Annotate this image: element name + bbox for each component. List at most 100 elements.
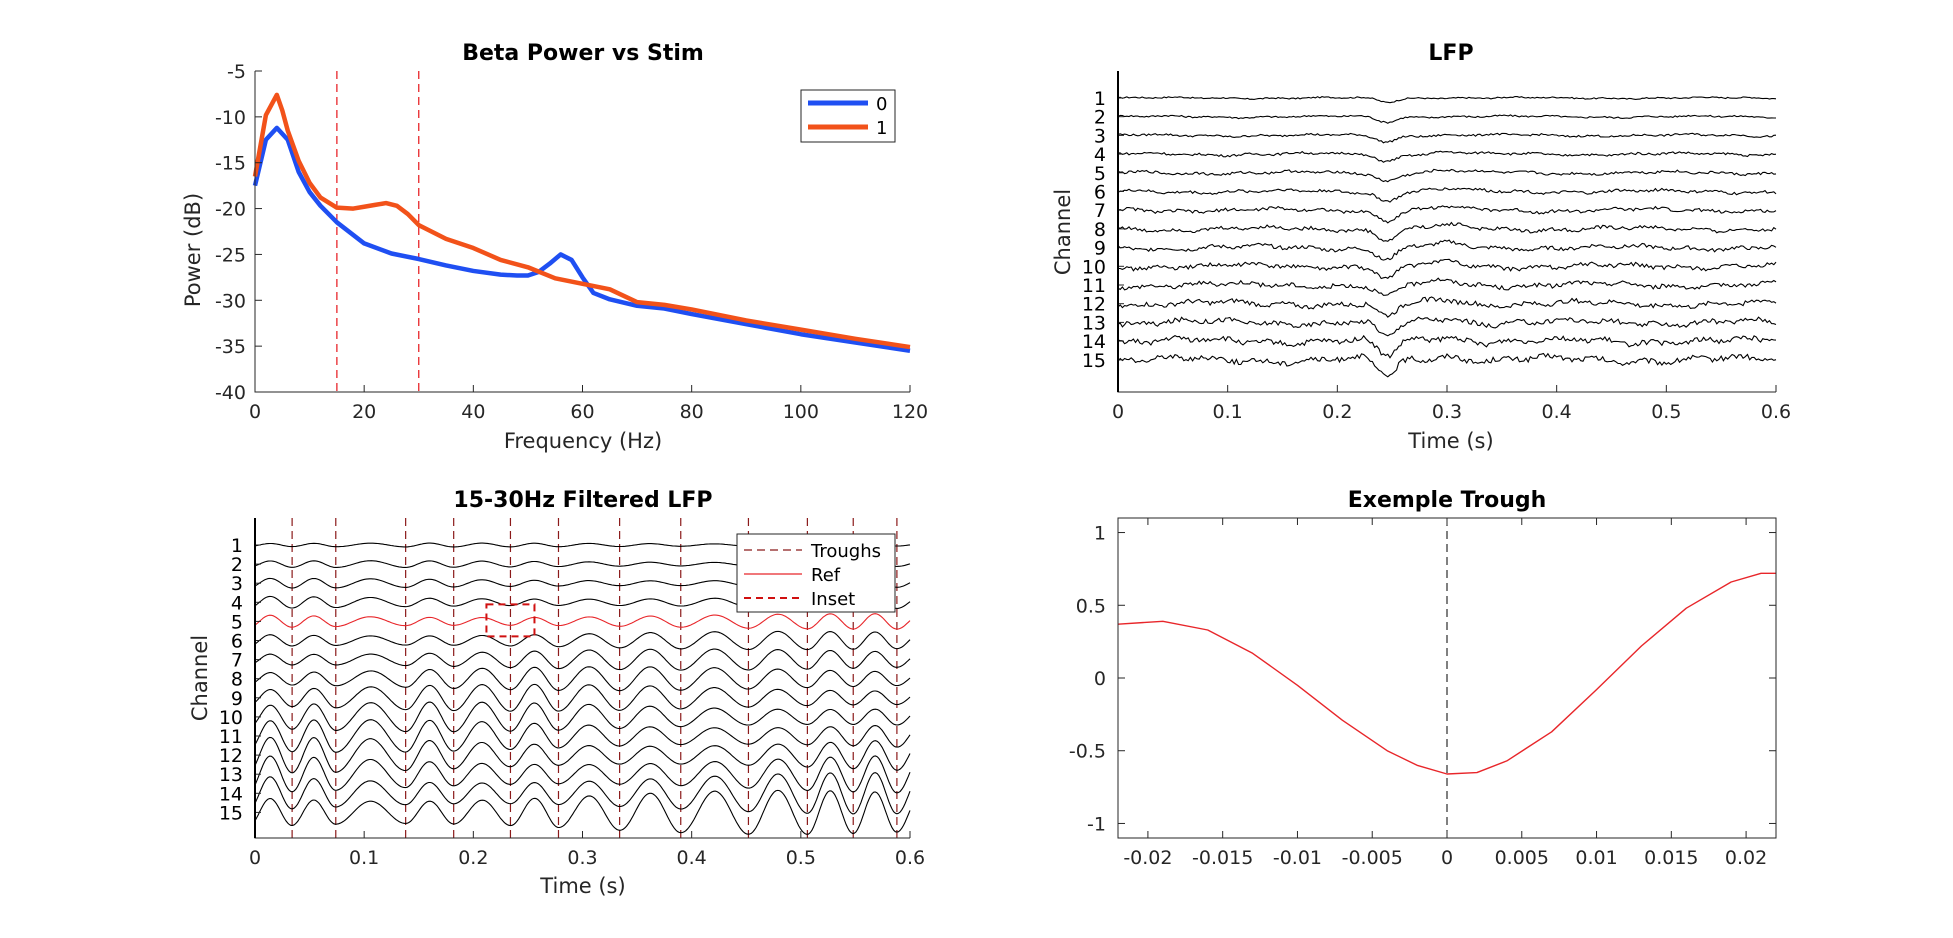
trough-xtick-label: 0.01 (1575, 847, 1617, 869)
trough-title: Exemple Trough (1348, 488, 1547, 513)
ref-trace (254, 613, 911, 630)
filtered-channel-label: 4 (231, 592, 243, 614)
filtered-channel-label: 1 (231, 535, 243, 557)
lfp-trace-14 (1117, 334, 1777, 359)
filtered-channel-label: 5 (231, 611, 243, 633)
lfp-traces (1117, 95, 1777, 378)
lfp-trace-7 (1117, 205, 1777, 224)
filtered-trace-15 (254, 789, 911, 835)
lfp-title: LFP (1428, 41, 1473, 66)
psd-ytick-label: -25 (215, 244, 246, 266)
lfp-channel-label: 8 (1094, 219, 1106, 241)
inset-box (485, 603, 536, 638)
psd-ytick-label: -30 (215, 290, 246, 312)
psd-legend-box (800, 89, 896, 143)
lfp-trace-1 (1117, 95, 1777, 104)
lfp-channel-label: 9 (1094, 238, 1106, 260)
lfp-channel-label: 7 (1094, 200, 1106, 222)
filtered-trace-8 (254, 666, 911, 692)
psd-xtick-label: 80 (680, 401, 704, 423)
psd-xlabel: Frequency (Hz) (504, 429, 662, 453)
trough-xtick-label: 0.02 (1725, 847, 1767, 869)
lfp-panel: LFP Time (s) Channel 1234567891011121314… (1051, 41, 1791, 453)
lfp-channel-label: 5 (1094, 163, 1106, 185)
trough-waveform (1117, 572, 1776, 775)
psd-legend: 0 1 (800, 89, 896, 143)
lfp-trace-4 (1118, 150, 1777, 163)
lfp-channel-label: 6 (1094, 182, 1106, 204)
trough-ytick-label: 0 (1094, 668, 1106, 690)
psd-yticks: -40 -35 -30 -25 -20 -15 -10 -5 (215, 61, 262, 404)
psd-ytick-label: -20 (215, 199, 246, 221)
trough-ytick-label: -0.5 (1069, 741, 1106, 763)
trough-xtick-label: 0.015 (1644, 847, 1698, 869)
lfp-trace-6 (1117, 187, 1777, 203)
legend-ref-label: Ref (811, 565, 841, 586)
filtered-trace-14 (254, 772, 911, 815)
lfp-ylabel: Channel (1051, 189, 1075, 275)
lfp-xtick-label: 0 (1112, 401, 1124, 423)
lfp-xtick-label: 0.2 (1322, 401, 1352, 423)
filtered-ylabel: Channel (188, 635, 212, 721)
filtered-channel-label: 13 (219, 764, 243, 786)
lfp-trace-2 (1117, 114, 1776, 124)
filtered-trace-13 (254, 755, 911, 794)
trough-xticks: -0.02 -0.015 -0.01 -0.005 0 0.005 0.01 0.015 0.0… (1123, 518, 1767, 869)
lfp-channel-label: 4 (1094, 144, 1106, 166)
psd-xtick-label: 60 (570, 401, 594, 423)
psd-title: Beta Power vs Stim (462, 41, 704, 66)
filtered-channel-label: 3 (231, 573, 243, 595)
filtered-traces (254, 542, 911, 835)
psd-ytick-label: -5 (227, 61, 246, 83)
filtered-channel-label: 10 (219, 707, 243, 729)
psd-ytick-label: -15 (215, 153, 246, 175)
filtered-xticks: 0 0.1 0.2 0.3 0.4 0.5 0.6 (249, 831, 925, 869)
lfp-channel-label: 13 (1082, 312, 1106, 334)
filtered-trace-11 (254, 719, 911, 753)
legend-inset-label: Inset (811, 589, 855, 610)
lfp-trace-3 (1117, 132, 1777, 144)
filtered-trace-10 (254, 701, 911, 733)
filtered-trace-9 (254, 683, 911, 712)
psd-xtick-label: 100 (783, 401, 819, 423)
psd-band-lines (336, 71, 420, 392)
filtered-channel-label: 2 (231, 554, 243, 576)
trough-ytick-label: 0.5 (1076, 595, 1106, 617)
trough-series (1117, 572, 1776, 775)
legend-troughs-label: Troughs (810, 541, 881, 562)
psd-ytick-label: -35 (215, 336, 246, 358)
lfp-trace-8 (1117, 221, 1777, 242)
filtered-channel-label: 6 (231, 631, 243, 653)
lfp-trace-15 (1117, 352, 1777, 378)
psd-xtick-label: 120 (892, 401, 928, 423)
psd-xtick-label: 40 (461, 401, 485, 423)
trough-yticks: -1 -0.5 0 0.5 1 (1069, 523, 1776, 835)
lfp-trace-5 (1117, 168, 1777, 183)
lfp-channel-label: 1 (1094, 88, 1106, 110)
lfp-channel-label: 10 (1082, 256, 1106, 278)
trough-xtick-label: -0.01 (1273, 847, 1322, 869)
psd-series-line-0 (252, 125, 911, 353)
filtered-trace-7 (254, 648, 911, 671)
lfp-xtick-label: 0.5 (1651, 401, 1681, 423)
psd-ylabel: Power (dB) (181, 193, 205, 307)
lfp-xtick-label: 0.4 (1542, 401, 1572, 423)
psd-axes (254, 71, 910, 393)
trough-xtick-label: -0.015 (1192, 847, 1253, 869)
psd-panel: Beta Power vs Stim Frequency (Hz) Power … (181, 41, 928, 453)
trough-xtick-label: 0.005 (1495, 847, 1549, 869)
lfp-trace-10 (1118, 258, 1777, 280)
psd-xticks: 0 20 40 60 80 100 120 (249, 385, 928, 423)
filtered-title: 15-30Hz Filtered LFP (453, 488, 712, 513)
filtered-xtick-label: 0.2 (458, 847, 488, 869)
psd-legend-label-1: 1 (876, 118, 887, 139)
lfp-xtick-label: 0.3 (1432, 401, 1462, 423)
filtered-xtick-label: 0 (249, 847, 261, 869)
filtered-xtick-label: 0.3 (567, 847, 597, 869)
filtered-legend: Troughs Ref Inset (736, 533, 896, 613)
psd-legend-label-0: 0 (876, 94, 887, 115)
psd-ytick-label: -40 (215, 382, 246, 404)
